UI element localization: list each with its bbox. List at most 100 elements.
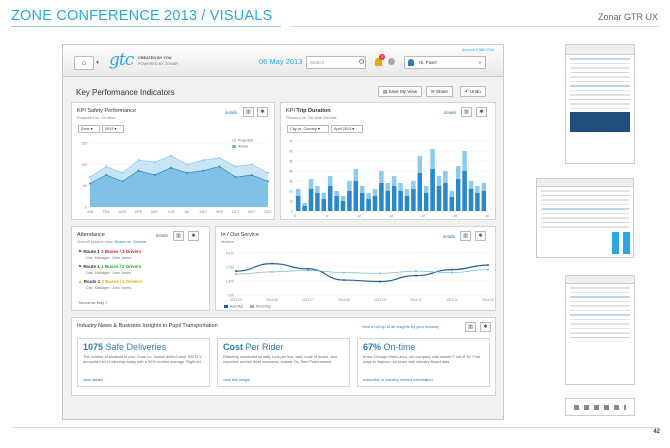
x-tick-label: JUN — [168, 210, 175, 214]
year-select[interactable]: 2013 ▾ — [102, 125, 124, 133]
legend-swatch — [224, 305, 228, 308]
search-icon[interactable] — [359, 59, 364, 64]
data-point — [105, 174, 108, 176]
y-tick-label: 3.750 — [226, 266, 234, 270]
alert-triangle-icon: ▲ — [78, 279, 83, 284]
bar — [372, 196, 378, 211]
card-link[interactable]: view this insight — [223, 377, 251, 382]
legend-swatch — [232, 145, 236, 148]
data-point — [343, 279, 345, 282]
page-number: 42 — [653, 429, 660, 435]
bar — [475, 193, 480, 211]
panel-title: KPI Safety Performance — [77, 108, 136, 114]
legend-label: Best Mgr — [230, 305, 244, 309]
x-tick-label: 2013-09 — [374, 298, 386, 302]
thumbnail-toolbar — [565, 398, 635, 416]
card-link[interactable]: view details — [83, 377, 104, 382]
zone-select[interactable]: Zone ▾ — [78, 125, 100, 133]
x-tick-label: 30 — [485, 214, 489, 218]
user-menu[interactable]: Hi, Pixel! ▼ — [404, 56, 486, 69]
data-point — [487, 264, 489, 267]
gear-icon[interactable]: ✱ — [475, 231, 486, 241]
data-point — [121, 180, 124, 183]
chevron-down-icon[interactable]: ▼ — [95, 60, 100, 66]
data-point — [379, 280, 381, 283]
gear-icon[interactable]: ✱ — [476, 107, 487, 117]
attendance-panel: Attendance details ▥ ✱ Overall system vi… — [71, 226, 210, 311]
list-item[interactable]: ⚑ Route 1 2 Buses / 2 Drivers Dist. Mana… — [78, 249, 142, 260]
account-number[interactable]: Account # ABC1234 — [461, 48, 494, 52]
home-button[interactable]: ⌂ — [74, 56, 94, 70]
y-tick-label: 60 — [289, 150, 293, 154]
tagline-powered: POWERED BY ZONAR — [138, 62, 179, 66]
inout-panel: In / Out Service Metrics details ▥ ✱ 0.0… — [215, 226, 496, 311]
details-link[interactable]: details — [225, 110, 238, 115]
chart-icon[interactable]: ▥ — [460, 231, 471, 241]
gear-icon[interactable] — [388, 58, 395, 65]
card-headline: 1075 Safe Deliveries — [83, 342, 167, 352]
x-tick-label: NOV — [248, 210, 256, 214]
data-point — [267, 180, 269, 183]
thumbnail-notifications — [536, 178, 634, 258]
details-link[interactable]: details — [156, 233, 169, 238]
gear-icon[interactable]: ✱ — [480, 322, 491, 332]
month-select[interactable]: April 2013 ▾ — [331, 125, 363, 133]
safety-chart: 0 50 100 150 JAN FEB MAR APR MAY JUN JUL AUG SEP OCT N… — [81, 139, 272, 214]
tagline: CREATED BY YOU — [138, 56, 172, 60]
data-point — [169, 154, 172, 157]
insights-link[interactable]: view a roll-up of all insights by your i… — [362, 324, 440, 329]
card-body: The number of students in your Cook Co. … — [83, 355, 202, 364]
y-tick-label: 20 — [289, 190, 293, 194]
share-button[interactable]: ✉ Share — [426, 86, 454, 97]
x-tick-label: 2013-10 — [410, 298, 422, 302]
dashboard-screenshot: ⌂ ▼ gtc CREATED BY YOU POWERED BY ZONAR … — [62, 44, 504, 420]
save-view-button[interactable]: ▤ Save My View — [378, 86, 422, 97]
undo-button[interactable]: ↶ Undo — [460, 86, 486, 97]
card-headline: 67% On-time — [363, 342, 416, 352]
chart-icon[interactable]: ▥ — [461, 107, 472, 117]
notification-badge: 3 — [379, 54, 385, 60]
date-display[interactable]: 06 May 2013 — [259, 57, 303, 66]
card-link[interactable]: subscribe to industry metrics informatio… — [363, 377, 433, 382]
x-tick-label: FEB — [103, 210, 110, 214]
data-point — [121, 171, 124, 174]
panel-subtitle: Overall system view: Buses vs. Drivers — [77, 239, 146, 244]
bar — [462, 171, 467, 211]
data-point — [271, 270, 273, 273]
city-country-select[interactable]: City vs. Country ▾ — [287, 125, 329, 133]
x-tick-label: 20 — [421, 214, 425, 218]
chart-icon[interactable]: ▥ — [465, 322, 476, 332]
x-tick-label: 2013-12 — [482, 298, 494, 302]
gear-icon[interactable]: ✱ — [257, 107, 268, 117]
gear-icon[interactable]: ✱ — [188, 231, 199, 241]
bar — [398, 191, 403, 211]
series-line — [235, 263, 489, 283]
legend-swatch — [250, 305, 254, 308]
list-item[interactable]: ▲ Route 1 2 Buses / 1 Drivers Dist. Mana… — [78, 279, 142, 290]
data-point — [153, 161, 156, 164]
details-link[interactable]: details — [443, 234, 456, 239]
x-tick-label: SEP — [216, 210, 224, 214]
title-rule — [11, 26, 281, 27]
x-tick-label: JUL — [184, 210, 190, 214]
search-input[interactable]: Search — [306, 56, 366, 69]
data-point — [153, 174, 156, 176]
details-link[interactable]: details — [444, 110, 457, 115]
chart-icon[interactable]: ▥ — [243, 107, 254, 117]
kpi-heading: Key Performance Indicators — [76, 88, 175, 97]
x-tick-label: 2013-08 — [338, 298, 350, 302]
chart-icon[interactable]: ▥ — [173, 231, 184, 241]
x-tick-label: 2013-05 — [230, 298, 242, 302]
trip-panel: KPI Trip Duration Planned vs. On-time Ar… — [280, 102, 496, 220]
x-tick-label: OCT — [232, 210, 240, 214]
page-subtitle: Zonar GTR UX — [597, 12, 658, 22]
insight-card: 1075 Safe Deliveries The number of stude… — [77, 338, 210, 387]
bottom-rule — [11, 427, 659, 428]
bar — [455, 179, 461, 211]
bar — [340, 201, 346, 211]
area-series — [90, 166, 268, 207]
list-item[interactable]: ⚑ Route 1 1 Buses / 2 Drivers Dist. Mana… — [78, 264, 142, 275]
legend-label: Actual — [238, 145, 248, 149]
notifications-icon[interactable] — [375, 58, 382, 66]
x-tick-label: JAN — [87, 210, 94, 214]
